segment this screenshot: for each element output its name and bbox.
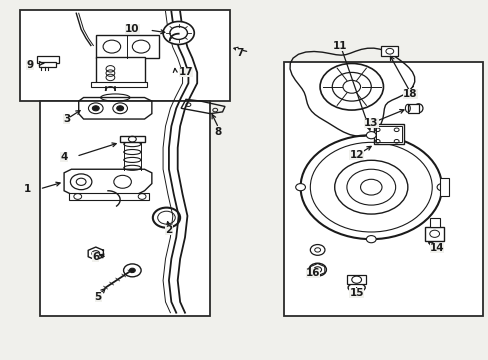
Text: 15: 15 <box>349 288 363 298</box>
Circle shape <box>295 184 305 191</box>
Bar <box>96 57 144 85</box>
Ellipse shape <box>347 283 365 292</box>
Text: 6: 6 <box>92 252 99 262</box>
Circle shape <box>308 263 326 276</box>
Circle shape <box>92 106 99 111</box>
Text: 4: 4 <box>61 152 68 162</box>
Text: 7: 7 <box>235 48 243 58</box>
Bar <box>407 104 418 113</box>
Bar <box>373 125 403 144</box>
Circle shape <box>366 235 375 243</box>
Circle shape <box>103 40 121 53</box>
Bar <box>91 82 147 87</box>
Bar <box>39 62 56 67</box>
Circle shape <box>129 268 135 273</box>
Circle shape <box>132 40 150 53</box>
Text: 9: 9 <box>26 60 34 70</box>
Bar <box>439 178 448 196</box>
Text: 3: 3 <box>63 114 70 124</box>
Circle shape <box>366 132 375 139</box>
Bar <box>424 226 444 241</box>
Bar <box>346 275 366 284</box>
Bar <box>283 62 483 316</box>
Bar <box>20 10 229 101</box>
Bar <box>120 136 144 142</box>
Text: 1: 1 <box>24 184 31 194</box>
Text: 17: 17 <box>178 67 193 77</box>
Circle shape <box>117 106 123 111</box>
Bar <box>380 46 397 56</box>
Bar <box>69 193 149 200</box>
Text: 14: 14 <box>429 243 444 253</box>
Text: 12: 12 <box>349 150 363 160</box>
Circle shape <box>436 184 446 191</box>
Text: 10: 10 <box>125 24 139 35</box>
Text: 16: 16 <box>305 268 319 278</box>
Circle shape <box>310 244 325 255</box>
Bar <box>429 218 439 226</box>
Bar <box>40 101 210 316</box>
Bar <box>375 126 401 142</box>
Text: 18: 18 <box>402 89 417 99</box>
Circle shape <box>169 27 187 40</box>
Text: 5: 5 <box>94 292 102 302</box>
Text: 13: 13 <box>363 118 378 128</box>
Circle shape <box>300 135 441 239</box>
Text: 2: 2 <box>165 225 172 235</box>
Circle shape <box>163 22 194 44</box>
Text: 8: 8 <box>214 127 221 136</box>
Text: 11: 11 <box>332 41 346 50</box>
Ellipse shape <box>413 104 422 113</box>
Bar <box>96 35 159 58</box>
Bar <box>37 56 59 63</box>
